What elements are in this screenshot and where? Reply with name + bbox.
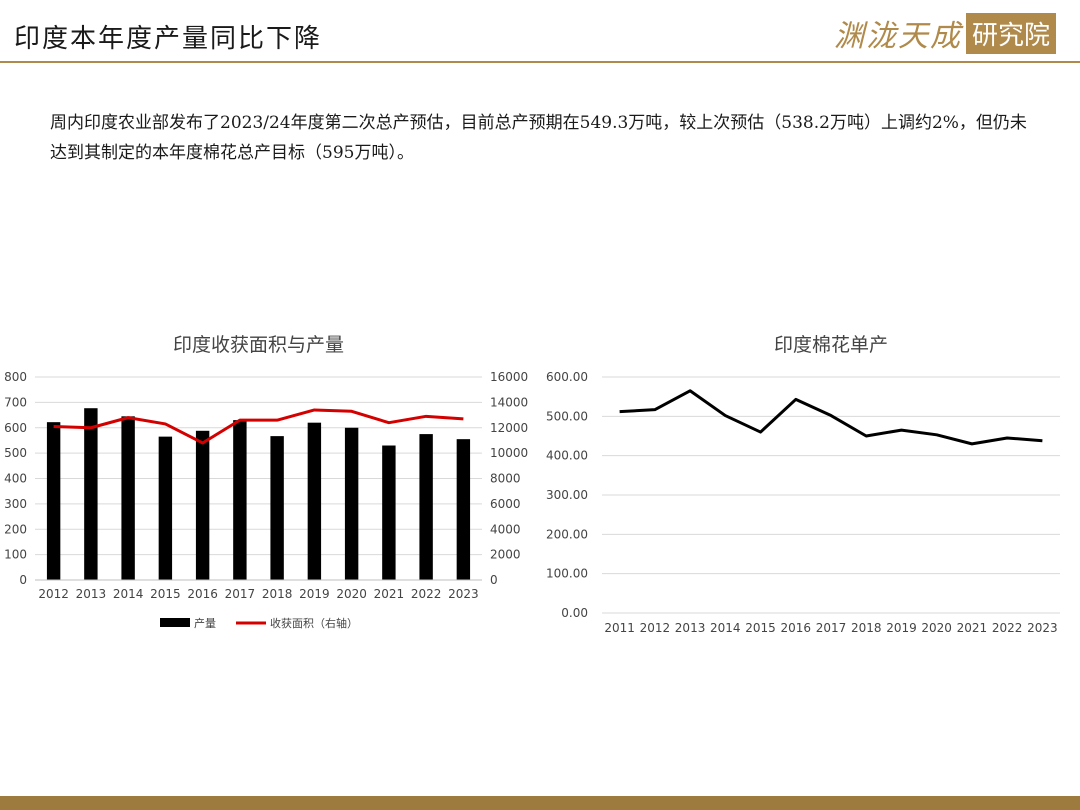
y-left-tick-label: 200 <box>4 522 27 536</box>
legend-label-production: 产量 <box>194 616 216 630</box>
bar <box>456 439 471 580</box>
y-right-tick-label: 10000 <box>490 446 528 460</box>
bar <box>382 445 396 580</box>
x-tick-label: 2019 <box>886 621 917 635</box>
y-tick-label: 600.00 <box>546 370 588 384</box>
bar <box>84 408 98 580</box>
y-tick-label: 300.00 <box>546 488 588 502</box>
x-tick-label: 2019 <box>299 587 330 601</box>
y-left-tick-label: 400 <box>4 472 27 486</box>
bar <box>121 416 135 580</box>
bar <box>419 434 433 580</box>
x-tick-label: 2013 <box>76 587 107 601</box>
y-tick-label: 500.00 <box>546 409 588 423</box>
x-tick-label: 2022 <box>411 587 442 601</box>
x-tick-label: 2018 <box>262 587 293 601</box>
x-tick-label: 2015 <box>745 621 776 635</box>
x-tick-label: 2016 <box>187 587 218 601</box>
y-left-tick-label: 500 <box>4 446 27 460</box>
x-tick-label: 2023 <box>448 587 479 601</box>
y-right-tick-label: 8000 <box>490 472 521 486</box>
x-tick-label: 2015 <box>150 587 181 601</box>
x-tick-label: 2017 <box>816 621 847 635</box>
y-tick-label: 200.00 <box>546 527 588 541</box>
x-tick-label: 2016 <box>780 621 811 635</box>
bar <box>46 422 61 580</box>
chart-title: 印度棉花单产 <box>774 334 888 356</box>
bar <box>344 427 359 580</box>
x-tick-label: 2014 <box>113 587 144 601</box>
logo-brand-text: 渊泷天成 <box>833 19 962 54</box>
x-tick-label: 2012 <box>38 587 69 601</box>
bar <box>233 420 247 580</box>
x-tick-label: 2018 <box>851 621 882 635</box>
x-tick-label: 2020 <box>921 621 952 635</box>
bar <box>307 422 322 580</box>
chart-title: 印度收获面积与产量 <box>173 334 344 356</box>
x-tick-label: 2014 <box>710 621 741 635</box>
area-production-chart: 印度收获面积与产量0100200300400500600700800020004… <box>4 334 528 630</box>
summary-paragraph: 周内印度农业部发布了2023/24年度第二次总产预估，目前总产预期在549.3万… <box>50 113 1027 163</box>
y-left-tick-label: 100 <box>4 548 27 562</box>
bar <box>195 430 210 580</box>
y-tick-label: 0.00 <box>561 606 588 620</box>
brand-logo: 渊泷天成 研究院 <box>833 12 1056 54</box>
x-tick-label: 2011 <box>604 621 635 635</box>
page-title: 印度本年度产量同比下降 <box>14 24 323 54</box>
y-right-tick-label: 16000 <box>490 370 528 384</box>
series-line-area <box>53 408 464 445</box>
bar <box>158 436 173 580</box>
y-right-tick-label: 6000 <box>490 497 521 511</box>
y-left-tick-label: 0 <box>19 573 27 587</box>
logo-box-text: 研究院 <box>965 12 1056 54</box>
y-right-tick-label: 0 <box>490 573 498 587</box>
header-divider <box>0 61 1080 63</box>
series-line-yield <box>619 389 1043 446</box>
footer-bar <box>0 796 1080 810</box>
x-tick-label: 2021 <box>957 621 988 635</box>
legend-swatch-production <box>160 618 190 627</box>
bar <box>270 436 284 580</box>
x-tick-label: 2020 <box>336 587 367 601</box>
x-tick-label: 2013 <box>675 621 706 635</box>
x-tick-label: 2022 <box>992 621 1023 635</box>
y-left-tick-label: 600 <box>4 421 27 435</box>
x-tick-label: 2021 <box>374 587 405 601</box>
y-right-tick-label: 12000 <box>490 421 528 435</box>
y-left-tick-label: 800 <box>4 370 27 384</box>
y-tick-label: 400.00 <box>546 449 588 463</box>
x-tick-label: 2017 <box>225 587 256 601</box>
x-tick-label: 2012 <box>640 621 671 635</box>
x-tick-label: 2023 <box>1027 621 1058 635</box>
y-right-tick-label: 2000 <box>490 548 521 562</box>
y-left-tick-label: 700 <box>4 395 27 409</box>
legend-label-area: 收获面积（右轴） <box>270 616 358 630</box>
y-right-tick-label: 4000 <box>490 522 521 536</box>
y-left-tick-label: 300 <box>4 497 27 511</box>
y-tick-label: 100.00 <box>546 567 588 581</box>
yield-chart: 印度棉花单产 0.00 100.00 200.00 300.00 400.00 500.00… <box>546 334 1060 635</box>
y-right-tick-label: 14000 <box>490 395 528 409</box>
